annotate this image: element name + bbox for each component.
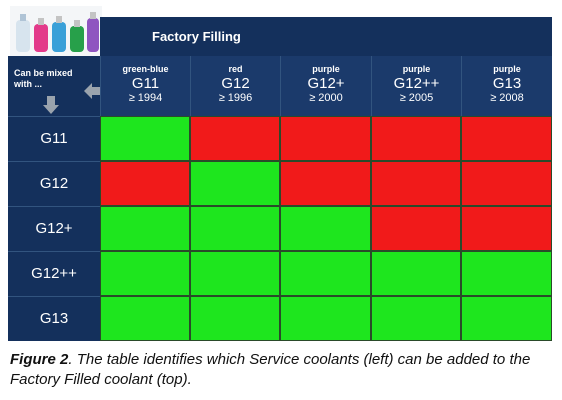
factory-filling-header: Factory Filling (100, 17, 552, 56)
column-code: G12 (221, 75, 250, 92)
caption-label: Figure 2 (10, 351, 69, 368)
column-year: ≥ 2008 (490, 92, 524, 104)
compat-cell-g11-g12 (190, 116, 280, 161)
column-color: purple (402, 64, 431, 74)
compat-cell-g13-g13 (461, 296, 552, 341)
table-title: Factory Filling (152, 29, 241, 44)
compat-cell-g12-g13 (461, 161, 552, 206)
arrow-down-icon (43, 96, 59, 114)
column-color: purple (493, 64, 521, 74)
arrow-left-icon (84, 83, 100, 99)
compat-cell-g11-g12pp (371, 116, 461, 161)
compat-cell-g11-g11 (100, 116, 190, 161)
compat-cell-g12pp-g12p (280, 251, 371, 296)
compat-cell-g12-g11 (100, 161, 190, 206)
compat-cell-g12p-g13 (461, 206, 552, 251)
figure-caption: Figure 2. The table identifies which Ser… (10, 350, 555, 390)
row-label-g12: G12 (8, 161, 100, 205)
compat-cell-g13-g12pp (371, 296, 461, 341)
column-year: ≥ 1994 (128, 92, 163, 104)
mix-label: Can be mixed with ... (14, 68, 73, 89)
row-label-g12-plus: G12+ (8, 206, 100, 250)
row-label-g13: G13 (8, 296, 100, 340)
column-code: G12+ (307, 75, 345, 92)
compat-cell-g11-g13 (461, 116, 552, 161)
compat-cell-g13-g12 (190, 296, 280, 341)
compat-cell-g12-g12 (190, 161, 280, 206)
column-header-g12-plus: purple G12+ ≥ 2000 (280, 56, 371, 116)
caption-text: . The table identifies which Service coo… (10, 351, 531, 388)
column-year: ≥ 2005 (399, 92, 434, 104)
compat-cell-g12p-g12p (280, 206, 371, 251)
column-header-g13: purple G13 ≥ 2008 (461, 56, 552, 116)
column-header-g11: green-blue G11 ≥ 1994 (100, 56, 190, 116)
compat-cell-g12p-g12 (190, 206, 280, 251)
compatibility-grid (100, 116, 552, 341)
compat-cell-g12pp-g11 (100, 251, 190, 296)
row-label-g11: G11 (8, 116, 100, 160)
compatibility-figure (8, 4, 553, 342)
compat-cell-g12pp-g13 (461, 251, 552, 296)
column-color: purple (312, 64, 340, 74)
compat-cell-g11-g12p (280, 116, 371, 161)
compat-cell-g12p-g12pp (371, 206, 461, 251)
column-header-g12: red G12 ≥ 1996 (190, 56, 280, 116)
compat-cell-g13-g12p (280, 296, 371, 341)
compat-cell-g12pp-g12 (190, 251, 280, 296)
compat-cell-g12-g12pp (371, 161, 461, 206)
compat-cell-g12-g12p (280, 161, 371, 206)
coolant-bottles-illustration (10, 6, 102, 58)
row-label-g12-plus-plus: G12++ (8, 251, 100, 295)
column-code: G13 (492, 75, 522, 92)
column-color: green-blue (122, 64, 169, 74)
column-year: ≥ 2000 (309, 92, 343, 104)
factory-coolant-header-row: green-blue G11 ≥ 1994 red G12 ≥ 1996 pur… (100, 56, 552, 116)
compat-cell-g13-g11 (100, 296, 190, 341)
compat-cell-g12pp-g12pp (371, 251, 461, 296)
column-code: G11 (131, 75, 160, 92)
column-header-g12-plus-plus: purple G12++ ≥ 2005 (371, 56, 461, 116)
column-code: G12++ (393, 75, 440, 92)
column-color: red (228, 64, 243, 74)
compat-cell-g12p-g11 (100, 206, 190, 251)
column-year: ≥ 1996 (218, 92, 253, 104)
